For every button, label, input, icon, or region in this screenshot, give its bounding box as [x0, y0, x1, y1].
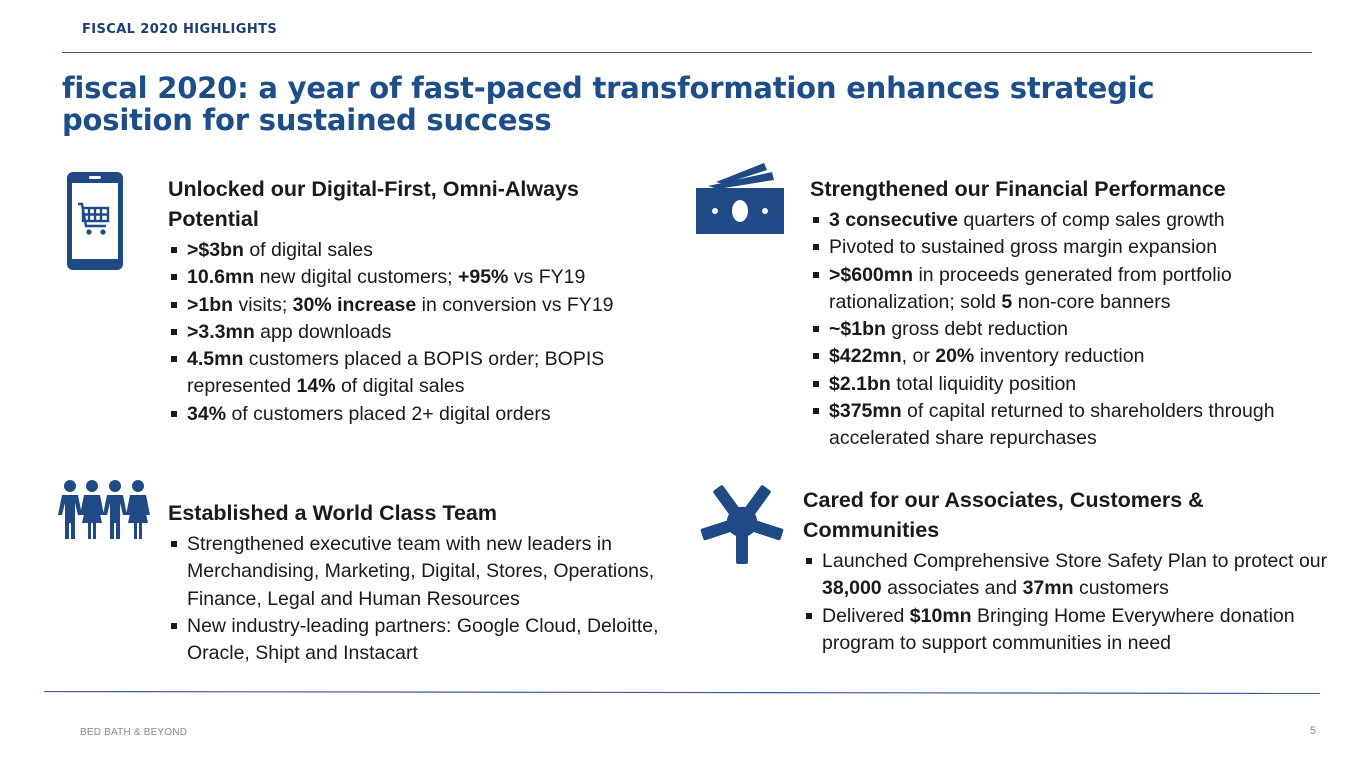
digital-bullet-list: >$3bn of digital sales 10.6mn new digital… [168, 237, 668, 428]
bullet-item: $422mn, or 20% inventory reduction [810, 343, 1310, 370]
bullet-item: >$3bn of digital sales [168, 237, 668, 264]
team-block: Established a World Class Team Strengthe… [168, 498, 678, 667]
bullet-text: of digital sales [243, 239, 373, 261]
bullet-text: in conversion vs FY19 [416, 293, 614, 316]
bullet-text: non-core banners [1012, 290, 1171, 313]
bullet-text: Bringing Home Everywhere donation progra… [822, 604, 1295, 654]
financial-bullet-list: 3 consecutive quarters of comp sales gro… [810, 207, 1310, 453]
bullet-text: of capital returned to shareholders thro… [829, 400, 1275, 450]
bullet-emphasis: $2.1bn [829, 372, 891, 395]
bullet-emphasis: ~$1bn [829, 318, 886, 341]
bullet-emphasis: 4.5mn [187, 348, 244, 371]
bullet-emphasis: >3.3mn [187, 320, 255, 343]
bullet-text: Launched Comprehensive Store Safety Plan… [822, 550, 1328, 572]
mobile-shopping-cart-icon [66, 171, 124, 276]
team-people-icon [58, 479, 150, 546]
bullet-item: Pivoted to sustained gross margin expans… [810, 234, 1310, 261]
bullet-item: Delivered $10mn Bringing Home Everywhere… [803, 603, 1338, 658]
bullet-text: of digital sales [335, 375, 465, 398]
bullet-emphasis: 3 consecutive [829, 209, 958, 231]
joined-hands-icon [692, 472, 792, 573]
bullet-emphasis: 38,000 [822, 577, 882, 600]
care-block: Cared for our Associates, Customers & Co… [803, 485, 1338, 657]
bullet-emphasis: >1bn [187, 293, 234, 316]
bullet-text: customers placed a BOPIS order; BOPIS re… [187, 348, 605, 398]
bullet-item: 10.6mn new digital customers; +95% vs FY… [168, 264, 668, 291]
bullet-emphasis: +95% [457, 266, 509, 289]
bullet-item: Strengthened executive team with new lea… [168, 531, 678, 613]
bullet-item: 4.5mn customers placed a BOPIS order; BO… [168, 346, 668, 401]
bullet-item: >1bn visits; 30% increase in conversion … [168, 292, 668, 319]
bullet-emphasis: $375mn [829, 400, 902, 423]
page-title-line-2: position for sustained success [62, 103, 552, 137]
bullet-text: inventory reduction [974, 345, 1145, 368]
bullet-text: Strengthened executive team with new lea… [187, 533, 655, 610]
care-block-title: Cared for our Associates, Customers & Co… [803, 488, 1204, 542]
bullet-text: total liquidity position [890, 372, 1077, 395]
bullet-text: app downloads [254, 320, 392, 343]
footer-company-name: BED BATH & BEYOND [80, 727, 188, 738]
bullet-text: Pivoted to sustained gross margin expans… [829, 236, 1218, 259]
page-title-line-1: fiscal 2020: a year of fast-paced transf… [62, 71, 1155, 105]
footer-divider [44, 691, 1320, 694]
bullet-text: customers [1073, 577, 1169, 600]
bullet-item: 34% of customers placed 2+ digital order… [168, 401, 668, 428]
bullet-emphasis: $10mn [909, 604, 972, 627]
bullet-text: new digital customers; [254, 266, 458, 289]
bullet-item: ~$1bn gross debt reduction [810, 316, 1310, 343]
section-label: FISCAL 2020 HIGHLIGHTS [82, 22, 278, 37]
header-divider [62, 52, 1312, 53]
bullet-emphasis: 37mn [1022, 577, 1074, 600]
bullet-emphasis: $422mn [829, 345, 902, 368]
page-number: 5 [1309, 725, 1316, 737]
bullet-text: New industry-leading partners: Google Cl… [187, 614, 659, 665]
bullet-text: , or [901, 345, 936, 368]
bullet-text: in proceeds generated from portfolio rat… [829, 263, 1232, 313]
care-bullet-list: Launched Comprehensive Store Safety Plan… [803, 548, 1338, 657]
bullet-text: associates and [881, 577, 1023, 600]
team-block-title: Established a World Class Team [168, 501, 497, 525]
bullet-text: vs FY19 [508, 266, 586, 289]
money-bills-icon [694, 162, 786, 241]
digital-block: Unlocked our Digital-First, Omni-Always … [168, 174, 668, 428]
bullet-text: quarters of comp sales growth [957, 209, 1225, 231]
bullet-text: of customers placed 2+ digital orders [226, 402, 551, 425]
financial-block: Strengthened our Financial Performance 3… [810, 174, 1310, 453]
bullet-item: Launched Comprehensive Store Safety Plan… [803, 548, 1338, 603]
bullet-emphasis: >$3bn [187, 239, 244, 261]
bullet-emphasis: 5 [1001, 290, 1013, 313]
digital-block-title: Unlocked our Digital-First, Omni-Always … [168, 177, 579, 231]
page-title: fiscal 2020: a year of fast-paced transf… [62, 72, 1322, 136]
bullet-emphasis: 10.6mn [187, 266, 255, 289]
bullet-text: gross debt reduction [885, 318, 1069, 341]
financial-block-title: Strengthened our Financial Performance [810, 177, 1226, 201]
bullet-item: New industry-leading partners: Google Cl… [168, 613, 678, 668]
bullet-emphasis: 34% [187, 402, 227, 425]
bullet-emphasis: 14% [296, 375, 336, 398]
bullet-text: Delivered [822, 604, 910, 627]
bullet-emphasis: 30% increase [292, 293, 417, 316]
bullet-item: 3 consecutive quarters of comp sales gro… [810, 207, 1310, 234]
bullet-item: $2.1bn total liquidity position [810, 371, 1310, 398]
bullet-item: >$600mn in proceeds generated from portf… [810, 262, 1310, 317]
bullet-emphasis: >$600mn [829, 263, 914, 286]
bullet-item: $375mn of capital returned to shareholde… [810, 398, 1310, 453]
bullet-emphasis: 20% [935, 345, 975, 368]
team-bullet-list: Strengthened executive team with new lea… [168, 531, 678, 667]
bullet-item: >3.3mn app downloads [168, 319, 668, 346]
bullet-text: visits; [233, 293, 293, 316]
